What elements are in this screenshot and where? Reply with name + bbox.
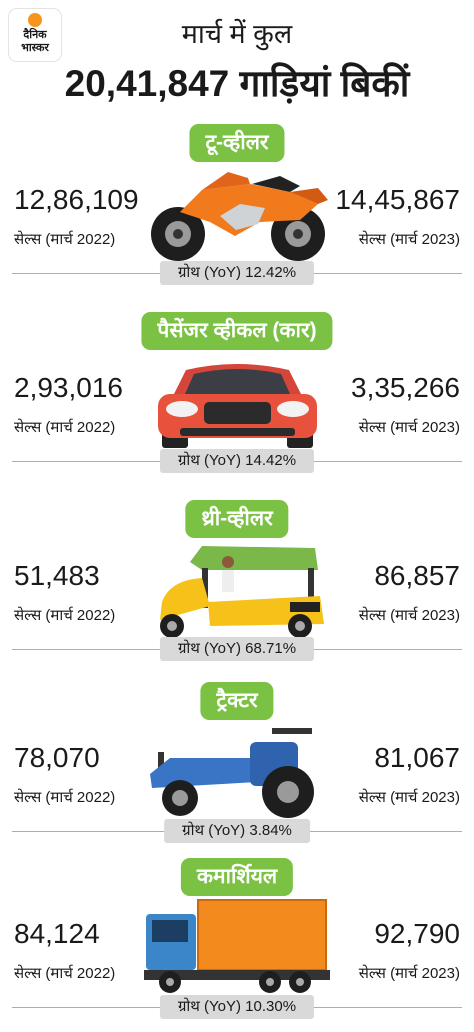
sales-2022-label: सेल्स (मार्च 2022) [14, 419, 116, 436]
auto-rickshaw-icon [160, 546, 324, 638]
sales-2023-value: 86,857 [374, 560, 460, 591]
sales-2022-value: 12,86,109 [14, 184, 139, 215]
category-label: टू-व्हीलर [189, 124, 285, 162]
growth-badge: ग्रोथ (YoY) 12.42% [159, 261, 315, 285]
growth-badge: ग्रोथ (YoY) 68.71% [159, 637, 315, 661]
sales-2022-label: सेल्स (मार्च 2022) [14, 607, 116, 624]
category-label: थ्री-व्हीलर [185, 500, 289, 538]
motorcycle-icon [151, 172, 328, 261]
sales-2022-label: सेल्स (मार्च 2022) [14, 789, 116, 806]
truck-icon [144, 899, 330, 993]
category-label: ट्रैक्टर [200, 682, 274, 720]
sales-2022-value: 78,070 [14, 742, 100, 773]
sales-2022-value: 2,93,016 [14, 372, 123, 403]
sales-2023-label: सेल्स (मार्च 2023) [358, 607, 460, 624]
page-title-line1: मार्च में कुल [181, 19, 293, 49]
category-label: कमार्शियल [180, 858, 294, 896]
sales-2022-label: सेल्स (मार्च 2022) [14, 231, 116, 248]
sales-2022-value: 84,124 [14, 918, 100, 949]
growth-badge: ग्रोथ (YoY) 14.42% [159, 449, 315, 473]
logo: दैनिक भास्कर [9, 9, 61, 61]
sales-2023-value: 92,790 [374, 918, 460, 949]
car-icon [158, 364, 317, 448]
sales-2023-value: 3,35,266 [351, 372, 460, 403]
growth-badge: ग्रोथ (YoY) 3.84% [164, 819, 310, 843]
sales-2022-label: सेल्स (मार्च 2022) [14, 965, 116, 982]
sales-2023-value: 14,45,867 [335, 184, 460, 215]
sales-2023-value: 81,067 [374, 742, 460, 773]
logo-text-line1: दैनिक [23, 28, 47, 41]
sales-2022-value: 51,483 [14, 560, 100, 591]
growth-badge: ग्रोथ (YoY) 10.30% [159, 995, 315, 1019]
sales-2023-label: सेल्स (मार्च 2023) [358, 965, 460, 982]
page-title-line2: 20,41,847 गाड़ियां बिकीं [64, 63, 410, 104]
logo-sun-icon [28, 13, 42, 27]
sales-2023-label: सेल्स (मार्च 2023) [358, 789, 460, 806]
category-label: पैसेंजर व्हीकल (कार) [141, 312, 333, 350]
sales-2023-label: सेल्स (मार्च 2023) [358, 419, 460, 436]
tractor-icon [150, 728, 314, 818]
sales-2023-label: सेल्स (मार्च 2023) [358, 231, 460, 248]
logo-text-line2: भास्कर [21, 41, 49, 54]
